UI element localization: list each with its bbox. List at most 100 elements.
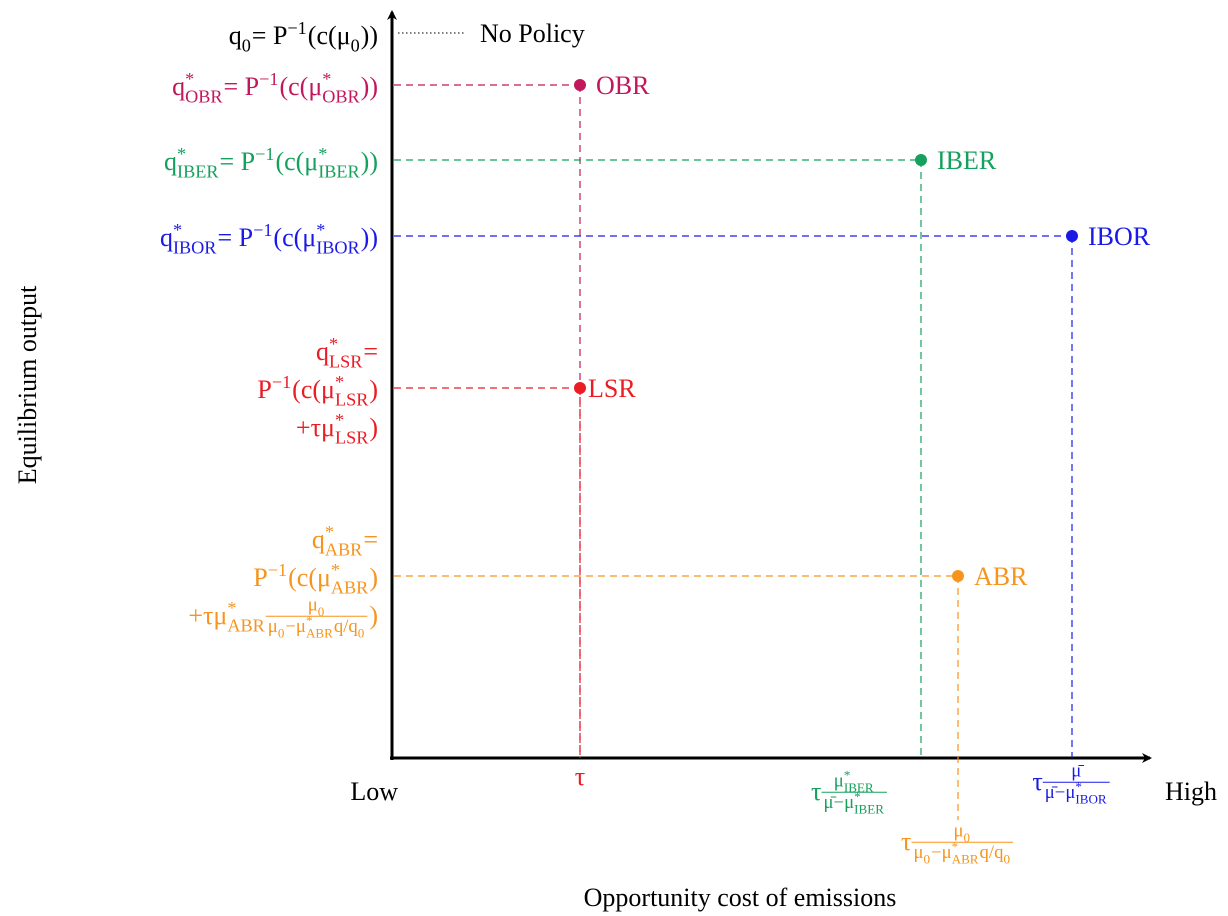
no-policy-legend: No Policy bbox=[480, 19, 585, 48]
math-text: q bbox=[172, 72, 185, 101]
math-text: )) bbox=[361, 147, 378, 176]
math-text: IBER bbox=[854, 801, 884, 816]
math-text: * bbox=[335, 372, 344, 392]
math-text: IBOR bbox=[1075, 791, 1107, 806]
fraction-den: μ̄−μ *IBOR bbox=[1045, 779, 1107, 806]
policy-point bbox=[574, 382, 586, 394]
math-text: 0 bbox=[358, 625, 365, 640]
math-text: * bbox=[177, 144, 186, 164]
math-text: * bbox=[185, 69, 194, 89]
math-text: = bbox=[363, 525, 378, 554]
math-text: 0 bbox=[318, 604, 325, 619]
math-text: q/q bbox=[980, 842, 1005, 863]
output-label: P −1 (c(μ *LSR) bbox=[257, 372, 378, 409]
policy-name: IBER bbox=[937, 146, 997, 175]
math-text: * bbox=[952, 839, 959, 854]
x-low: Low bbox=[350, 777, 398, 806]
math-text: (c(μ bbox=[273, 223, 316, 252]
math-text: * bbox=[844, 767, 851, 782]
math-text: −1 bbox=[253, 220, 272, 240]
math-text: μ bbox=[308, 595, 318, 616]
math-text: μ bbox=[834, 771, 844, 792]
math-text: 0 bbox=[923, 851, 930, 866]
math-text: 0 bbox=[1003, 851, 1010, 866]
math-text: 0 bbox=[242, 35, 251, 55]
math-text: μ bbox=[913, 842, 923, 863]
math-text: ) bbox=[369, 375, 378, 404]
policy-name: LSR bbox=[588, 374, 636, 403]
math-text: q bbox=[229, 21, 242, 50]
output-label: q *IBER = P −1 (c(μ *IBER)) bbox=[164, 144, 378, 181]
math-text: −μ bbox=[285, 616, 306, 637]
math-text: q bbox=[316, 337, 329, 366]
fraction-den: μ 0 −μ *ABR q/q 0 bbox=[913, 839, 1010, 866]
policy-name: IBOR bbox=[1088, 222, 1151, 251]
math-text: IBOR bbox=[316, 237, 360, 257]
math-text: * bbox=[227, 598, 236, 618]
math-text: * bbox=[854, 789, 861, 804]
math-text: P bbox=[257, 375, 271, 404]
math-text: (c(μ bbox=[275, 147, 318, 176]
fraction-den: μ̄−μ *IBER bbox=[824, 789, 885, 816]
math-text: +τμ bbox=[188, 601, 227, 630]
output-label: P −1 (c(μ *ABR) bbox=[253, 560, 378, 597]
math-text: −1 bbox=[268, 560, 287, 580]
math-text: ) bbox=[369, 601, 378, 630]
math-text: q bbox=[160, 223, 173, 252]
output-label: q *ABR = bbox=[312, 522, 378, 559]
math-text: (c(μ bbox=[292, 375, 335, 404]
math-text: ABR bbox=[306, 625, 333, 640]
math-text: (c(μ bbox=[288, 563, 331, 592]
math-text: ) bbox=[369, 413, 378, 442]
math-text: )) bbox=[361, 223, 378, 252]
math-text: −1 bbox=[255, 144, 274, 164]
math-text: q/q bbox=[334, 616, 359, 637]
math-text: * bbox=[173, 220, 182, 240]
math-text: = P bbox=[223, 72, 259, 101]
policy-name: OBR bbox=[596, 71, 650, 100]
math-text: IBER bbox=[844, 780, 874, 795]
policy-point bbox=[915, 154, 927, 166]
math-text: −1 bbox=[259, 69, 278, 89]
math-text: )) bbox=[361, 72, 378, 101]
output-label: q *IBOR = P −1 (c(μ *IBOR)) bbox=[160, 220, 378, 257]
math-text: = P bbox=[219, 147, 255, 176]
math-text: * bbox=[322, 69, 331, 89]
cost-label: τ bbox=[575, 762, 585, 791]
math-text: IBOR bbox=[173, 237, 217, 257]
math-text: * bbox=[306, 613, 313, 628]
x-axis-label: Opportunity cost of emissions bbox=[584, 883, 897, 912]
math-text: τ bbox=[1032, 767, 1042, 796]
policy-point bbox=[574, 79, 586, 91]
math-text: * bbox=[316, 220, 325, 240]
fraction-num: μ̄ bbox=[1071, 761, 1084, 782]
math-text: = P bbox=[252, 21, 288, 50]
math-text: LSR bbox=[335, 389, 369, 409]
math-text: −1 bbox=[272, 372, 291, 392]
math-text: 0 bbox=[963, 830, 970, 845]
math-text: μ bbox=[953, 821, 963, 842]
math-text: P bbox=[253, 563, 267, 592]
math-text: μ̄−μ bbox=[824, 792, 855, 813]
math-text: τ bbox=[575, 762, 585, 791]
math-text: ABR bbox=[952, 851, 979, 866]
math-text: ABR bbox=[227, 615, 265, 635]
cost-label: τ μ 0μ 0 −μ *ABR q/q 0 bbox=[901, 821, 1013, 866]
math-text: * bbox=[325, 522, 334, 542]
math-text: (c(μ bbox=[308, 21, 351, 50]
math-text: μ̄ bbox=[1071, 761, 1084, 782]
output-label: q *OBR = P −1 (c(μ *OBR)) bbox=[172, 69, 378, 106]
math-text: μ bbox=[268, 616, 278, 637]
fraction-num: μ *IBER bbox=[834, 767, 874, 794]
math-text: = bbox=[363, 337, 378, 366]
math-text: * bbox=[335, 410, 344, 430]
math-text: ABR bbox=[331, 577, 369, 597]
policy-point bbox=[952, 570, 964, 582]
output-label: +τμ *LSR) bbox=[296, 410, 378, 447]
math-text: IBER bbox=[318, 161, 360, 181]
